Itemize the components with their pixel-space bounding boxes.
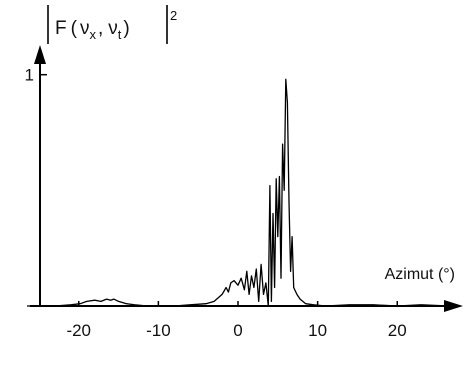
title-subscript-x: x (89, 27, 96, 42)
x-tick-label: 0 (233, 321, 242, 340)
title-function: F (55, 18, 67, 39)
x-axis-label: Azimut (°) (385, 266, 455, 283)
x-tick-label: 10 (308, 321, 327, 340)
y-axis-arrow (34, 45, 46, 64)
title-close-paren: ) (123, 18, 129, 39)
title-nu-2: ν (108, 18, 118, 39)
x-axis (30, 300, 463, 312)
title-comma: , (98, 18, 103, 39)
x-axis-arrow (444, 300, 463, 312)
title-exponent: 2 (170, 8, 177, 23)
ticks: -20 -10 0 10 20 1 (25, 66, 407, 340)
title-open-paren: ( (71, 18, 78, 39)
title-subscript-t: t (118, 27, 122, 42)
y-tick-label: 1 (25, 66, 34, 85)
chart-title: F(νx, νt) 2 (47, 5, 177, 44)
x-tick-label: -20 (66, 321, 91, 340)
x-tick-label: 20 (388, 321, 407, 340)
y-axis (34, 45, 46, 306)
title-nu-1: ν (80, 18, 90, 39)
title-expression: F(νx, νt) (55, 18, 130, 42)
series-line (27, 78, 450, 307)
x-tick-label: -10 (146, 321, 171, 340)
